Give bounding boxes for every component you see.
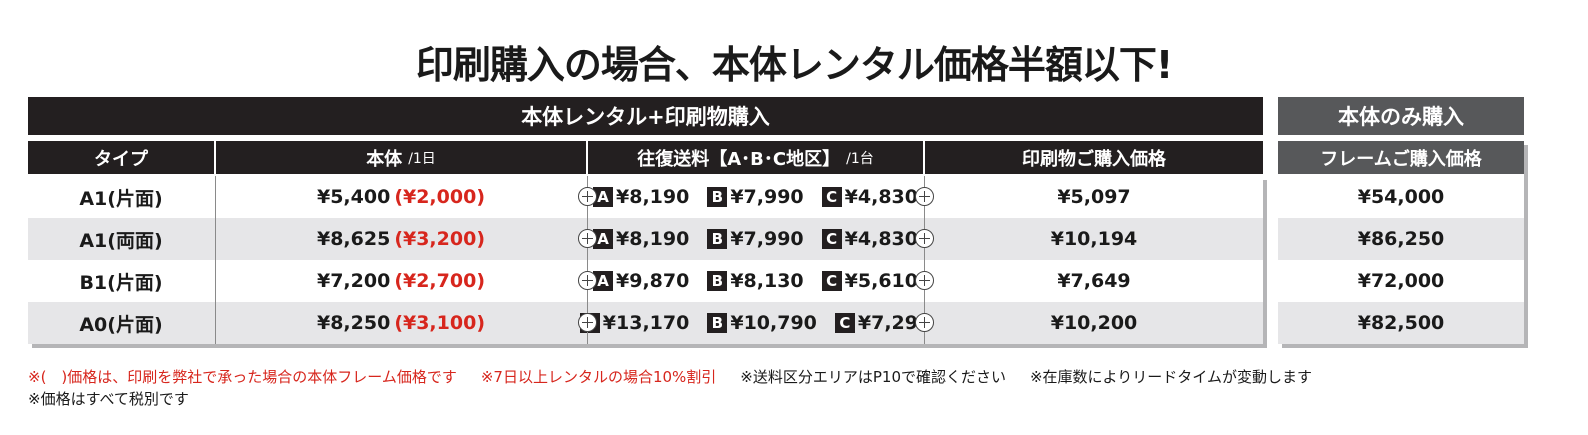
shipping-cell: A ¥8,190 B ¥7,990 C ¥4,830: [588, 176, 923, 218]
table-shadow: [1282, 344, 1528, 348]
ship-b-price: ¥8,130: [730, 270, 804, 292]
group-header-rental-print-label: 本体レンタル+印刷物購入: [521, 105, 770, 129]
body-price-cell: ¥7,200 (¥2,700): [216, 260, 586, 302]
body-price-cell: ¥8,250 (¥3,100): [216, 302, 586, 344]
col-header-body: 本体/1日: [216, 141, 586, 174]
body-discount-price: (¥2,700): [394, 270, 485, 292]
group-header-body-only-label: 本体のみ購入: [1338, 105, 1464, 129]
zone-c-badge: C: [821, 271, 842, 291]
type-cell: B1(片面): [79, 271, 163, 294]
zone-c-badge: C: [834, 313, 855, 333]
plus-icon: [578, 229, 597, 248]
print-price-cell: ¥10,200: [1050, 312, 1138, 334]
plus-icon: [578, 313, 597, 332]
ship-b-price: ¥10,790: [730, 312, 817, 334]
ship-a-price: ¥9,870: [616, 270, 690, 292]
type-cell: A1(片面): [79, 187, 163, 210]
plus-icon: [915, 229, 934, 248]
ship-c-price: ¥4,830: [844, 228, 918, 250]
plus-icon: [915, 271, 934, 290]
col-header-frame-price: フレームご購入価格: [1278, 141, 1524, 174]
note-discount-explanation: ※( )価格は、印刷を弊社で承った場合の本体フレーム価格です: [28, 368, 457, 386]
ship-c-price: ¥5,610: [844, 270, 918, 292]
ship-c-price: ¥4,830: [844, 186, 918, 208]
body-discount-price: (¥3,100): [394, 312, 485, 334]
zone-b-badge: B: [707, 187, 728, 207]
table-row: A1(両面) ¥8,625 (¥3,200) A ¥8,190 B ¥7,990 C ¥…: [28, 218, 1263, 260]
shipping-cell: A ¥9,870 B ¥8,130 C ¥5,610: [588, 260, 923, 302]
plus-icon: [915, 313, 934, 332]
shipping-cell: A¥13,170 B¥10,790 C¥7,290: [579, 302, 931, 344]
frame-price-row: ¥72,000: [1357, 270, 1445, 292]
body-price: ¥8,250: [316, 312, 391, 334]
frame-price-row: ¥86,250: [1278, 218, 1524, 260]
table-shadow: [1524, 145, 1528, 348]
table-row: A1(片面) ¥5,400 (¥2,000) A ¥8,190 B ¥7,990 C ¥…: [28, 176, 1263, 218]
body-price: ¥7,200: [316, 270, 391, 292]
ship-a-price: ¥8,190: [616, 186, 690, 208]
zone-c-badge: C: [821, 187, 842, 207]
plus-icon: [578, 271, 597, 290]
note-lead-time: ※在庫数によりリードタイムが変動します: [1029, 368, 1312, 386]
col-header-print-price: 印刷物ご購入価格: [925, 141, 1263, 174]
frame-price-row: ¥82,500: [1278, 302, 1524, 344]
ship-b-price: ¥7,990: [730, 228, 804, 250]
zone-a-badge: A: [593, 271, 613, 291]
table-shadow: [32, 344, 1267, 348]
column-divider: [215, 176, 216, 344]
note-weekly-discount: ※7日以上レンタルの場合10%割引: [480, 368, 717, 386]
print-price-cell: ¥5,097: [1057, 186, 1131, 208]
print-price-cell: ¥7,649: [1057, 270, 1131, 292]
column-divider: [587, 176, 588, 344]
zone-b-badge: B: [707, 229, 728, 249]
ship-a-price: ¥8,190: [616, 228, 690, 250]
body-discount-price: (¥2,000): [394, 186, 485, 208]
ship-b-price: ¥7,990: [730, 186, 804, 208]
zone-b-badge: B: [707, 313, 728, 333]
type-cell: A1(両面): [79, 229, 163, 252]
column-divider: [924, 176, 925, 344]
table-row: B1(片面) ¥7,200 (¥2,700) A ¥9,870 B ¥8,130 C ¥…: [28, 260, 1263, 302]
zone-c-badge: C: [821, 229, 842, 249]
page-title: 印刷購入の場合、本体レンタル価格半額以下!: [415, 43, 1173, 87]
footnotes: ※( )価格は、印刷を弊社で承った場合の本体フレーム価格です ※7日以上レンタルの…: [28, 366, 1336, 410]
shipping-cell: A ¥8,190 B ¥7,990 C ¥4,830: [588, 218, 923, 260]
group-header-rental-print: 本体レンタル+印刷物購入: [28, 97, 1263, 135]
table-shadow: [1263, 180, 1267, 348]
body-price: ¥8,625: [316, 228, 391, 250]
col-header-type: タイプ: [28, 141, 214, 174]
note-tax: ※価格はすべて税別です: [28, 390, 189, 408]
body-price-cell: ¥8,625 (¥3,200): [216, 218, 586, 260]
zone-a-badge: A: [593, 229, 613, 249]
note-shipping-area: ※送料区分エリアはP10で確認ください: [740, 368, 1006, 386]
frame-price-row: ¥54,000: [1357, 186, 1445, 208]
body-price-cell: ¥5,400 (¥2,000): [216, 176, 586, 218]
zone-a-badge: A: [593, 187, 613, 207]
group-header-body-only: 本体のみ購入: [1278, 97, 1524, 135]
plus-icon: [915, 187, 934, 206]
body-price: ¥5,400: [316, 186, 391, 208]
plus-icon: [578, 187, 597, 206]
body-discount-price: (¥3,200): [394, 228, 485, 250]
ship-c-price: ¥7,290: [857, 312, 932, 334]
col-header-shipping: 往復送料【A･B･C地区】/1台: [588, 141, 923, 174]
table-row: A0(片面) ¥8,250(¥3,100) A¥13,170 B¥10,790 …: [28, 302, 1263, 344]
type-cell: A0(片面): [79, 313, 163, 336]
zone-b-badge: B: [707, 271, 728, 291]
ship-a-price: ¥13,170: [602, 312, 690, 334]
print-price-cell: ¥10,194: [1050, 228, 1138, 250]
